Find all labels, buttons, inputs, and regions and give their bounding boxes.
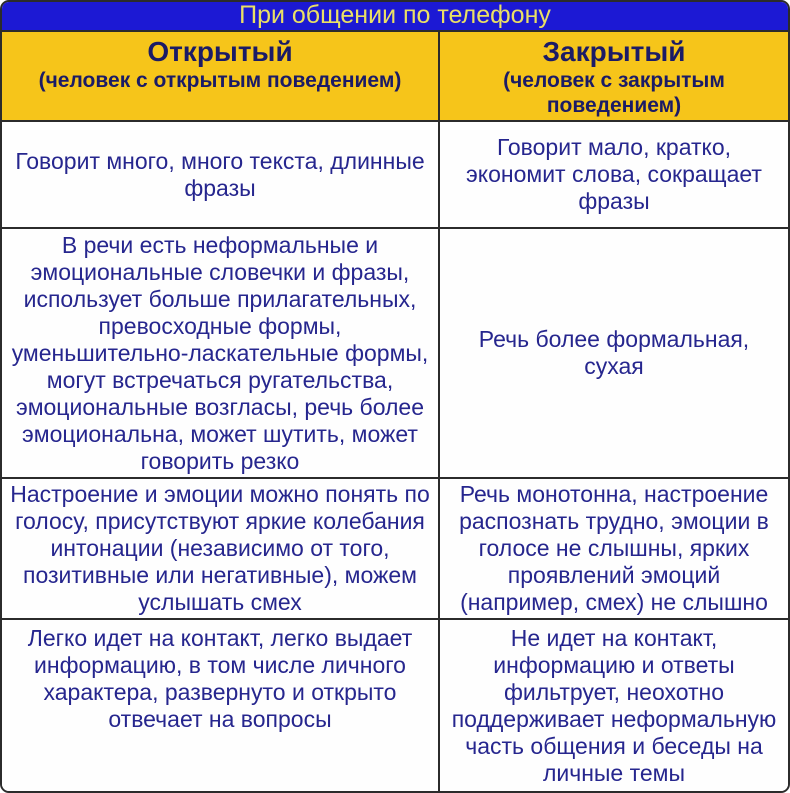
table-row: В речи есть неформальные и эмоциональные… [2, 227, 788, 477]
cell-open-speech-volume: Говорит много, много текста, длинные фра… [2, 122, 440, 227]
table-row: Настроение и эмоции можно понять по голо… [2, 477, 788, 618]
cell-open-contact: Легко идет на контакт, легко выдает инфо… [2, 620, 440, 791]
column-header-open: Открытый (человек с открытым поведением) [2, 32, 440, 120]
cell-closed-contact: Не идет на контакт, информацию и ответы … [451, 625, 777, 786]
table-title: При общении по телефону [239, 2, 551, 29]
cell-closed-emotions: Речь монотонна, настроение распознать тр… [459, 481, 769, 615]
column-subheading-closed: (человек с закрытым поведением) [503, 69, 725, 117]
table-row: Легко идет на контакт, легко выдает инфо… [2, 618, 788, 791]
column-subheading-open: (человек с открытым поведением) [38, 69, 402, 92]
column-heading-open: Открытый [147, 36, 293, 67]
table-row: Говорит много, много текста, длинные фра… [2, 120, 788, 227]
cell-open-speech-style: В речи есть неформальные и эмоциональные… [2, 229, 440, 477]
column-heading-closed: Закрытый [542, 36, 686, 67]
header-row: Открытый (человек с открытым поведением)… [2, 30, 788, 120]
table-title-bar: При общении по телефону [2, 2, 788, 30]
column-header-closed: Закрытый (человек с закрытым поведением) [440, 32, 788, 120]
cell-closed-speech-volume: Говорит мало, кратко, экономит слова, со… [466, 134, 762, 214]
cell-open-emotions: Настроение и эмоции можно понять по голо… [2, 479, 440, 618]
cell-closed-speech-style: Речь более формальная, сухая [478, 326, 750, 379]
